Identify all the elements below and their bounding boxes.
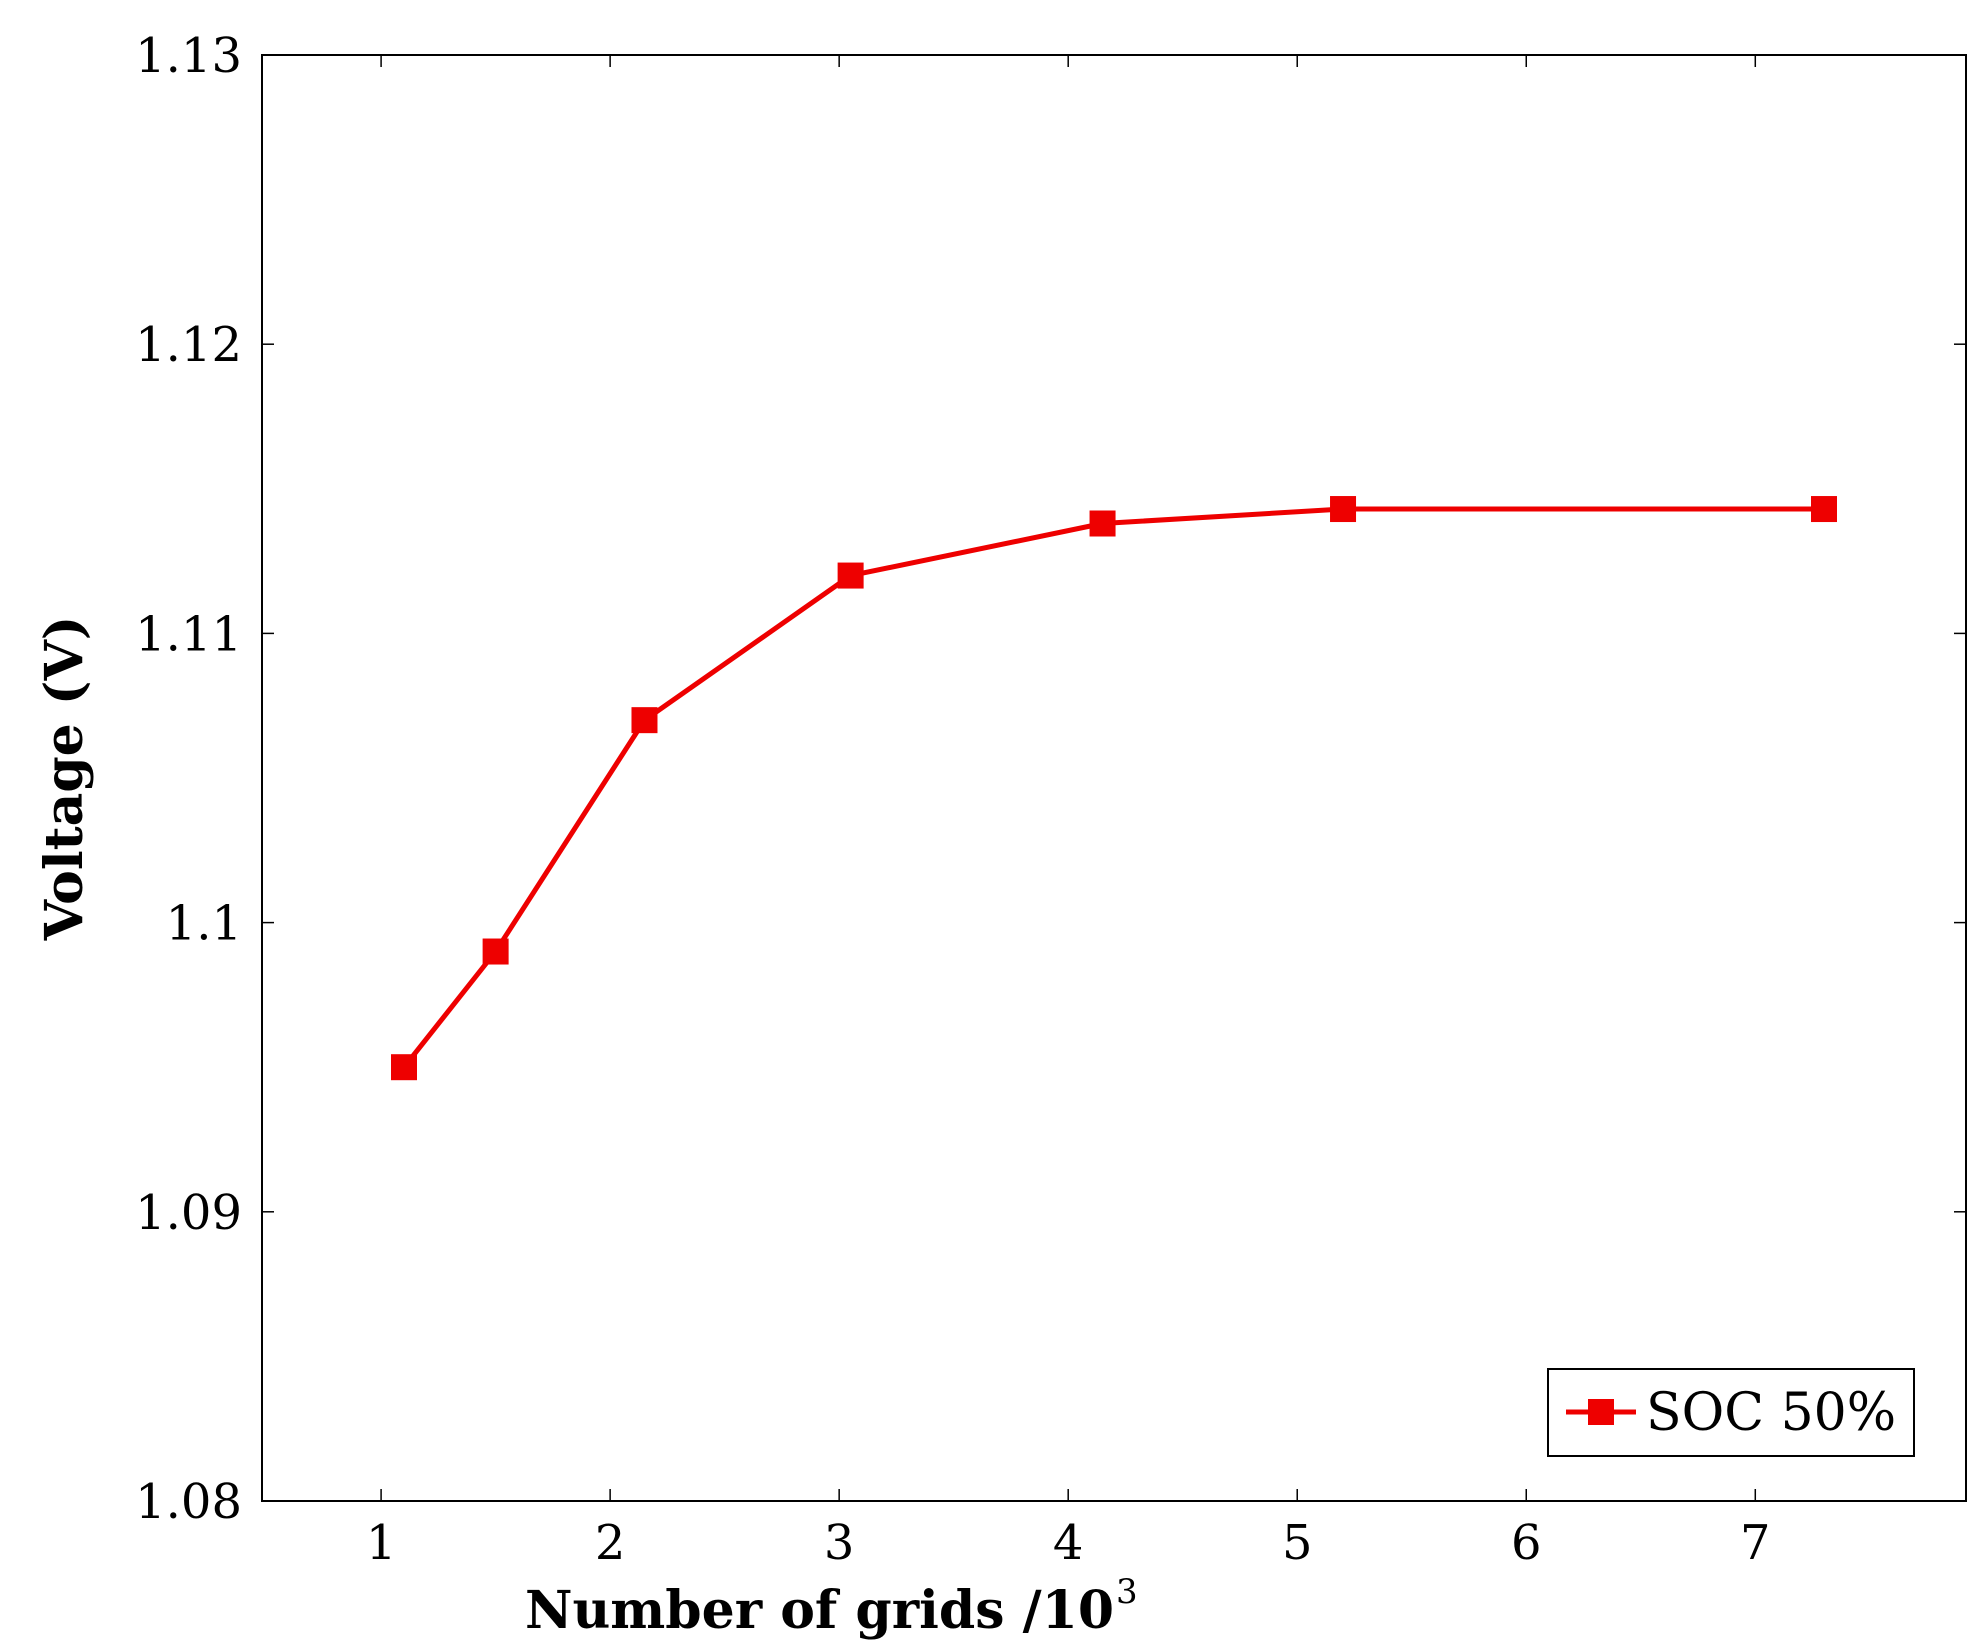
data-point-marker xyxy=(1330,496,1357,523)
y-axis-title: Voltage (V) xyxy=(34,616,95,942)
legend-marker xyxy=(1588,1399,1614,1425)
data-point-marker xyxy=(631,707,658,734)
series-line xyxy=(402,506,1824,1069)
legend-label: SOC 50% xyxy=(1646,1383,1896,1443)
data-point-marker xyxy=(482,938,509,965)
x-tick-label: 7 xyxy=(1740,1515,1771,1571)
x-tick-label: 5 xyxy=(1282,1515,1313,1571)
series-layer xyxy=(391,496,1837,1081)
data-point-marker xyxy=(1089,510,1116,537)
x-axis-title-exponent: 3 xyxy=(1116,1572,1138,1612)
x-axis-ticks: 1 2 3 4 5 6 7 xyxy=(366,55,1771,1571)
y-tick-label: 1.12 xyxy=(135,317,242,373)
y-tick-label: 1.13 xyxy=(135,28,242,84)
x-tick-label: 6 xyxy=(1511,1515,1542,1571)
x-tick-label: 1 xyxy=(366,1515,397,1571)
y-tick-label: 1.11 xyxy=(135,606,242,662)
legend: SOC 50% xyxy=(1547,1368,1915,1457)
y-tick-label: 1.09 xyxy=(135,1185,242,1241)
y-tick-label: 1.08 xyxy=(135,1474,242,1530)
x-tick-label: 3 xyxy=(824,1515,855,1571)
y-axis-ticks: 1.08 1.09 1.1 1.11 1.12 1.13 xyxy=(135,28,1966,1530)
y-tick-label: 1.1 xyxy=(166,896,242,952)
plot-area-frame xyxy=(261,54,1967,1502)
x-tick-label: 2 xyxy=(595,1515,626,1571)
x-tick-label: 4 xyxy=(1053,1515,1084,1571)
data-point-marker xyxy=(1811,496,1837,523)
data-point-marker xyxy=(837,562,864,589)
x-axis-title: Number of grids /10 xyxy=(525,1580,1114,1641)
data-point-marker xyxy=(391,1054,417,1081)
